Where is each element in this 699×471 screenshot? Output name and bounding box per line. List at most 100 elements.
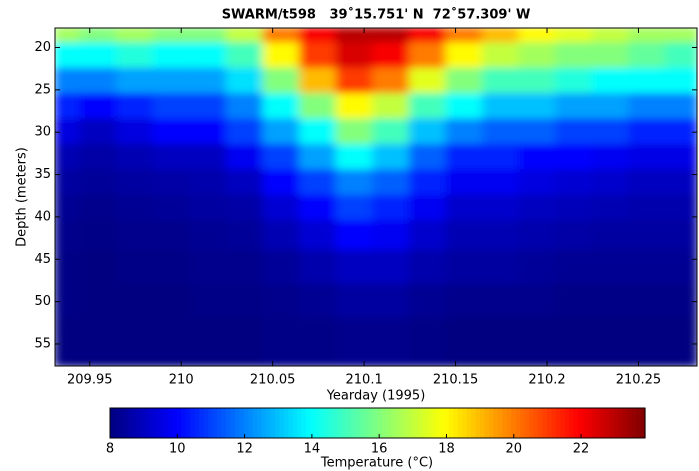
heatmap-cell xyxy=(335,194,375,223)
heatmap-cell xyxy=(628,317,667,366)
heatmap-cell xyxy=(152,67,192,96)
colorbar-swatch xyxy=(114,408,120,438)
heatmap-cell xyxy=(116,249,155,286)
heatmap-cell xyxy=(591,283,631,320)
colorbar-swatch xyxy=(520,408,526,438)
colorbar-swatch xyxy=(497,408,503,438)
colorbar-swatch xyxy=(355,408,361,438)
heatmap-cell xyxy=(518,194,558,223)
colorbar-swatch xyxy=(627,408,633,438)
heatmap-cell xyxy=(664,283,697,320)
heatmap-cell xyxy=(262,28,302,45)
heatmap-cell xyxy=(445,194,484,223)
heatmap-cell xyxy=(225,143,265,172)
heatmap-cell xyxy=(482,220,521,252)
heatmap-cell xyxy=(518,169,558,197)
colorbar-swatch xyxy=(529,408,535,438)
colorbar-swatch xyxy=(212,408,218,438)
heatmap-cell xyxy=(408,194,448,223)
colorbar-swatch xyxy=(225,408,231,438)
heatmap-cell xyxy=(482,283,521,320)
heatmap-cell xyxy=(591,67,631,96)
colorbar-swatch xyxy=(297,408,303,438)
heatmap-cell xyxy=(518,283,558,320)
colorbar-swatch xyxy=(257,408,263,438)
colorbar-swatch xyxy=(511,408,517,438)
colorbar-swatch xyxy=(515,408,521,438)
colorbar-swatch xyxy=(341,408,347,438)
colorbar-swatch xyxy=(587,408,593,438)
heatmap-cell xyxy=(445,28,484,45)
colorbar-swatch xyxy=(560,408,566,438)
colorbar-tick-label: 20 xyxy=(506,442,523,457)
heatmap-cell xyxy=(628,143,667,172)
colorbar-swatch xyxy=(431,408,437,438)
colorbar-swatch xyxy=(150,408,156,438)
heatmap-cell xyxy=(189,143,228,172)
heatmap-cell xyxy=(189,28,228,45)
heatmap-cell xyxy=(555,317,594,366)
heatmap-cell xyxy=(445,169,484,197)
colorbar-swatch xyxy=(564,408,570,438)
colorbar-swatch xyxy=(422,408,428,438)
heatmap-cell xyxy=(189,283,228,320)
heatmap-cell xyxy=(482,194,521,223)
heatmap-cell xyxy=(408,67,448,96)
colorbar-swatch xyxy=(578,408,584,438)
colorbar-swatch xyxy=(618,408,624,438)
heatmap-cell xyxy=(299,28,338,45)
colorbar-swatch xyxy=(123,408,129,438)
heatmap-cell xyxy=(55,93,82,121)
colorbar-swatch xyxy=(217,408,223,438)
heatmap-cell xyxy=(445,283,484,320)
colorbar-swatch xyxy=(502,408,508,438)
colorbar-swatch xyxy=(230,408,236,438)
y-axis-label: Depth (meters) xyxy=(15,147,30,247)
heatmap-cell xyxy=(664,249,697,286)
colorbar-swatch xyxy=(315,408,321,438)
colorbar-swatch xyxy=(243,408,249,438)
heatmap-cell xyxy=(664,67,697,96)
y-tick-label: 55 xyxy=(34,336,51,351)
colorbar-swatch xyxy=(350,408,356,438)
colorbar-swatch xyxy=(488,408,495,438)
heatmap-cell xyxy=(79,283,119,320)
heatmap-cell xyxy=(152,42,192,70)
heatmap-cell xyxy=(518,118,558,146)
heatmap-cell xyxy=(372,93,411,121)
heatmap-cell xyxy=(372,143,411,172)
heatmap-cell xyxy=(591,118,631,146)
heatmap-cell xyxy=(262,118,302,146)
heatmap-cell xyxy=(372,317,411,366)
heatmap-cell xyxy=(79,42,119,70)
heatmap-cell xyxy=(628,169,667,197)
heatmap-cell xyxy=(299,143,338,172)
colorbar-swatch xyxy=(337,408,343,438)
colorbar-swatch xyxy=(118,408,124,438)
colorbar-swatch xyxy=(368,408,374,438)
colorbar-tick-label: 14 xyxy=(304,442,321,457)
x-axis-label: Yearday (1995) xyxy=(326,389,426,404)
heatmap-cell xyxy=(189,42,228,70)
heatmap-cell xyxy=(664,93,697,121)
colorbar-tick-label: 22 xyxy=(573,442,590,457)
heatmap-cell xyxy=(445,118,484,146)
heatmap-cell xyxy=(664,28,697,45)
colorbar-swatch xyxy=(399,408,405,438)
colorbar-swatch xyxy=(439,408,445,438)
colorbar-swatch xyxy=(154,408,160,438)
colorbar-swatch xyxy=(332,408,338,438)
colorbar-tick-label: 18 xyxy=(438,442,455,457)
colorbar-swatch xyxy=(640,408,646,438)
colorbar-swatch xyxy=(582,408,588,438)
heatmap-cell xyxy=(262,249,302,286)
heatmap-cell xyxy=(628,194,667,223)
colorbar-swatch xyxy=(462,408,468,438)
heatmap-cell xyxy=(664,42,697,70)
heatmap-cell xyxy=(189,67,228,96)
heatmap-cell xyxy=(116,194,155,223)
heatmap-cell xyxy=(189,249,228,286)
colorbar-swatch xyxy=(274,408,281,438)
heatmap-cell xyxy=(79,93,119,121)
